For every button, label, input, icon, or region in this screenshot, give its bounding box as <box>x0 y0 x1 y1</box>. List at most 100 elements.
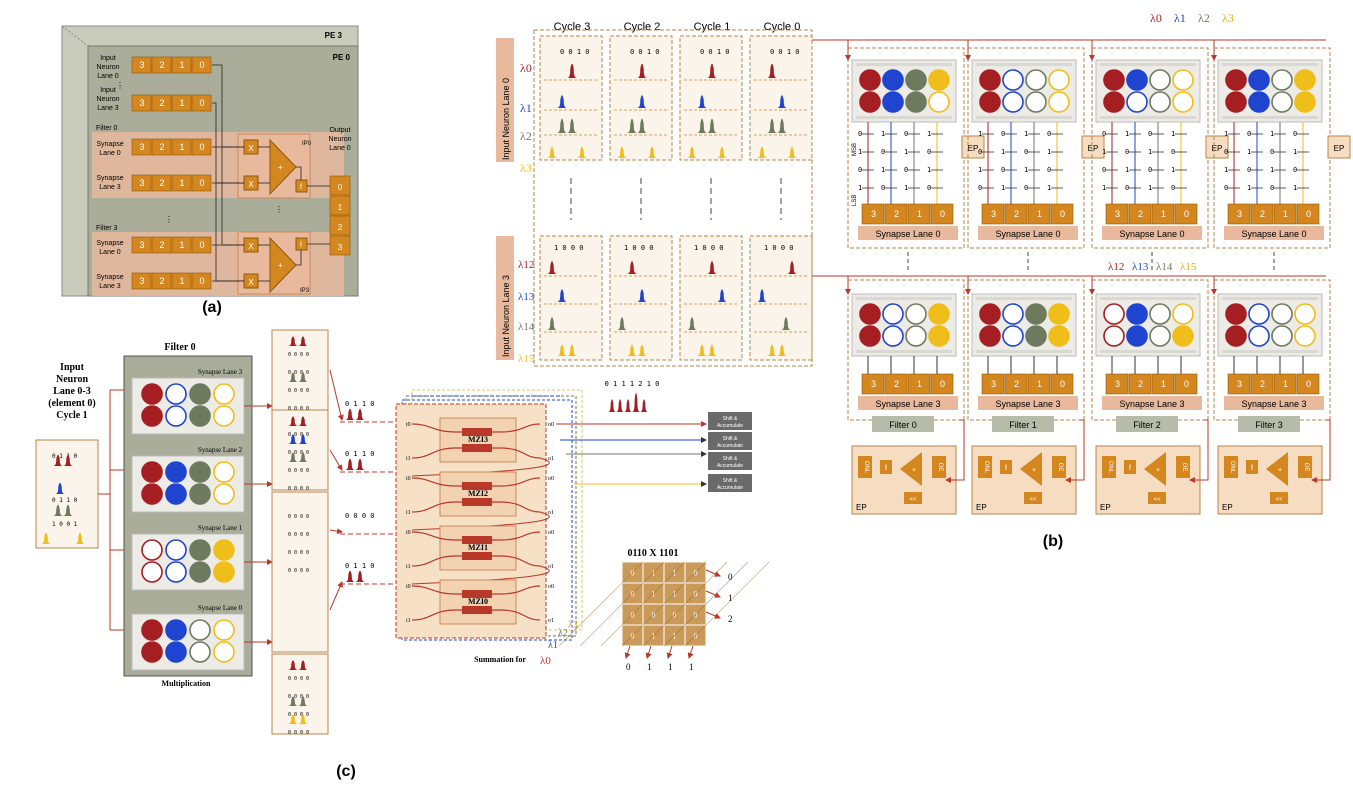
synapse-ring <box>1249 326 1269 346</box>
svg-text:0: 0 <box>978 148 982 156</box>
svg-text:Synapse Lane 3: Synapse Lane 3 <box>1241 399 1306 409</box>
svg-text:0: 0 <box>1001 130 1005 138</box>
svg-text:0: 0 <box>626 662 631 672</box>
svg-text:0 0 0 0: 0 0 0 0 <box>288 370 309 376</box>
a-f3-syn3-l1: Synapse <box>96 274 123 281</box>
svg-text:Synapse Lane 3: Synapse Lane 3 <box>198 368 243 376</box>
synapse-ring <box>1150 92 1170 112</box>
svg-text:i1: i1 <box>406 510 411 516</box>
svg-text:OE: OE <box>1303 463 1309 472</box>
svg-text:o0: o0 <box>548 422 554 428</box>
svg-text:0: 0 <box>1060 379 1065 389</box>
c-synapse-ring <box>214 462 234 482</box>
svg-text:Synapse Lane 0: Synapse Lane 0 <box>1241 229 1306 239</box>
a-input-lane0-l3: Lane 0 <box>97 73 119 80</box>
svg-text:Shift &: Shift & <box>723 436 738 442</box>
svg-text:+: + <box>912 467 916 474</box>
svg-text:0: 0 <box>631 632 635 641</box>
c-synapse-ring <box>142 620 162 640</box>
synapse-ring <box>1295 70 1315 90</box>
svg-text:EP: EP <box>1100 503 1111 512</box>
synapse-ring <box>1226 326 1246 346</box>
svg-text:0 0 0 0: 0 0 0 0 <box>288 352 309 358</box>
synapse-ring <box>1003 304 1023 324</box>
svg-text:2: 2 <box>338 223 343 232</box>
svg-text:0 1 1 0: 0 1 1 0 <box>345 450 375 458</box>
svg-text:0: 0 <box>927 148 931 156</box>
svg-text:0: 0 <box>1047 166 1051 174</box>
svg-text:0 1 1 0: 0 1 1 0 <box>52 497 78 504</box>
svg-text:0: 0 <box>673 611 677 620</box>
c-product-cells: 0 0 0 00 0 0 00 0 0 00 0 0 00 0 0 00 0 0… <box>272 330 328 736</box>
synapse-ring <box>883 304 903 324</box>
svg-text:EP: EP <box>1212 144 1223 153</box>
pulse <box>355 409 365 420</box>
svg-text:1: 1 <box>179 240 184 250</box>
svg-text:λ0: λ0 <box>520 61 532 75</box>
b-wavelength-labels: λ0 λ1 λ2 λ3 λ12 λ13 λ14 λ15 <box>518 61 535 365</box>
svg-text:Synapse Lane 0: Synapse Lane 0 <box>875 229 940 239</box>
svg-text:0: 0 <box>881 148 885 156</box>
c-synapse-ring <box>166 540 186 560</box>
svg-text:1: 1 <box>647 662 652 672</box>
svg-text:+: + <box>1032 467 1036 474</box>
synapse-ring <box>1249 304 1269 324</box>
synapse-ring <box>1226 92 1246 112</box>
svg-text:ONL: ONL <box>983 461 989 474</box>
svg-text:0 0 0 0: 0 0 0 0 <box>288 432 309 438</box>
synapse-ring <box>860 92 880 112</box>
pulse <box>632 393 640 412</box>
svg-text:1: 1 <box>978 130 982 138</box>
svg-text:o1: o1 <box>548 510 554 516</box>
pulse <box>345 571 355 582</box>
svg-text:0: 0 <box>631 590 635 599</box>
c-synapse-ring <box>214 540 234 560</box>
svg-text:1: 1 <box>1161 209 1166 219</box>
c-output-pulses <box>608 393 648 412</box>
svg-text:2: 2 <box>159 60 164 70</box>
svg-text:3: 3 <box>1237 209 1242 219</box>
svg-text:0: 0 <box>978 184 982 192</box>
c-synapse-ring <box>166 562 186 582</box>
c-output-bits: 0 1 1 1 2 1 0 <box>605 380 660 388</box>
svg-text:λ15: λ15 <box>1180 261 1197 273</box>
c-multiplication-label: Multiplication <box>162 679 211 688</box>
svg-text:EP: EP <box>1334 144 1345 153</box>
c-synapse-ring <box>214 484 234 504</box>
c-synapse-ring <box>190 620 210 640</box>
c-input-title-4: (element 0) <box>48 398 95 409</box>
svg-text:1: 1 <box>689 662 694 672</box>
pulse <box>640 399 648 412</box>
svg-text:<<: << <box>1029 497 1037 503</box>
svg-text:0 0 1 0: 0 0 1 0 <box>700 48 730 56</box>
svg-text:1: 1 <box>978 166 982 174</box>
svg-text:0: 0 <box>1148 130 1152 138</box>
svg-text:0 0 0 0: 0 0 0 0 <box>288 450 309 456</box>
svg-text:1: 1 <box>881 166 885 174</box>
svg-text:0 1 1 0: 0 1 1 0 <box>52 453 78 460</box>
svg-text:2: 2 <box>159 240 164 250</box>
svg-text:λ0: λ0 <box>1150 11 1162 25</box>
a-input-lane0-l1: Input <box>100 55 116 62</box>
pulse <box>345 409 355 420</box>
c-synapse-ring <box>166 406 186 426</box>
svg-text:+: + <box>1156 467 1160 474</box>
pulse <box>616 399 624 412</box>
svg-text:f: f <box>1251 465 1253 472</box>
svg-text:λ3: λ3 <box>520 161 532 175</box>
svg-text:o0: o0 <box>548 476 554 482</box>
svg-text:1: 1 <box>1148 184 1152 192</box>
svg-text:λ12: λ12 <box>518 259 534 271</box>
synapse-ring <box>1249 70 1269 90</box>
svg-text:Filter 2: Filter 2 <box>1133 420 1161 430</box>
svg-text:0: 0 <box>1060 209 1065 219</box>
svg-text:i0: i0 <box>406 476 411 482</box>
c-synapse-ring <box>142 562 162 582</box>
synapse-ring <box>1226 70 1246 90</box>
svg-text:1: 1 <box>1270 166 1274 174</box>
svg-text:0: 0 <box>694 611 698 620</box>
svg-text:1: 1 <box>1037 379 1042 389</box>
svg-text:2: 2 <box>894 209 899 219</box>
svg-text:OE: OE <box>1181 463 1187 472</box>
c-shift-accumulate-stack: Shift &AccumulateShift &AccumulateShift … <box>708 412 752 492</box>
